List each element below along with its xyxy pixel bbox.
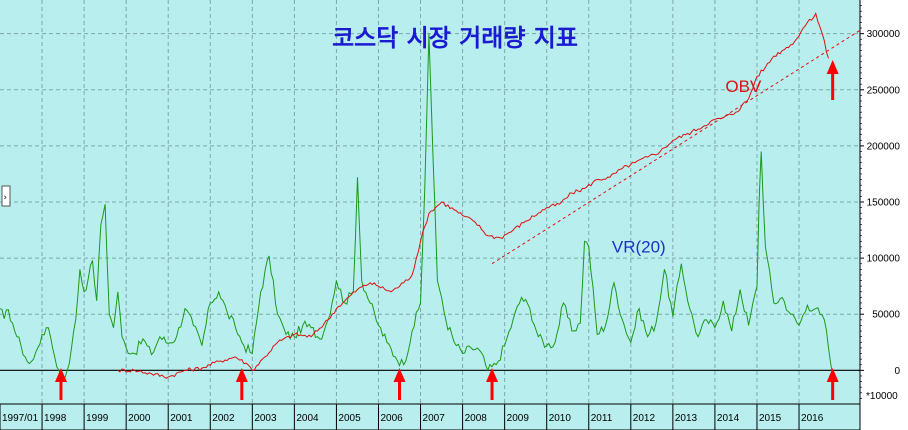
y-tick-label: 150000 [867, 198, 901, 209]
x-tick-label: 2002 [212, 413, 235, 424]
x-tick-label: 1997/01 [2, 413, 39, 424]
side-expand-tab[interactable]: › [1, 185, 11, 207]
up-arrow-icon [826, 60, 839, 100]
x-tick-label: 2010 [549, 413, 572, 424]
x-tick-label: 2009 [507, 413, 530, 424]
up-arrow-icon [826, 368, 839, 400]
chart-title: 코스닥 시장 거래량 지표 [332, 24, 578, 52]
x-tick-label: 2001 [170, 413, 193, 424]
y-tick-label: 200000 [867, 141, 901, 152]
y-tick-label: 250000 [867, 85, 901, 96]
series-layer: OBV VR(20) [0, 12, 861, 381]
obv-trendline [491, 29, 861, 265]
y-tick-label: 50000 [872, 310, 900, 321]
chevron-right-icon: › [4, 193, 8, 203]
x-tick-label: 1999 [86, 413, 109, 424]
arrow-markers [54, 60, 839, 400]
up-arrow-icon [486, 368, 499, 400]
x-tick-label: 1998 [44, 413, 67, 424]
y-tick-label: 300000 [867, 29, 901, 40]
y-tick-label: 100000 [867, 254, 901, 265]
y-axis-panel [860, 0, 908, 430]
up-arrow-icon [393, 368, 406, 400]
y-axis: 0 50000 100000 150000 200000 250000 300000 [859, 0, 908, 430]
x-tick-label: 2016 [801, 413, 824, 424]
series-line-vr20 [0, 33, 834, 381]
series-line-obv [117, 12, 829, 379]
x-tick-label: 2015 [759, 413, 782, 424]
up-arrow-icon [54, 368, 67, 400]
obv-label: OBV [725, 77, 762, 96]
x-tick-label: 2014 [717, 413, 740, 424]
x-tick-label: 2011 [591, 413, 613, 424]
x-tick-label: 2006 [380, 413, 403, 424]
vr20-label: VR(20) [612, 238, 666, 257]
x-tick-label: 2005 [338, 413, 361, 424]
x-tick-label: 2004 [296, 413, 319, 424]
x-tick-label: 2008 [465, 413, 488, 424]
y-scale-label: *10000 [866, 391, 898, 402]
y-tick-label: 0 [894, 366, 900, 377]
x-axis-strip [0, 403, 861, 430]
x-tick-label: 2013 [675, 413, 698, 424]
x-tick-label: 2007 [423, 413, 446, 424]
x-tick-label: 2000 [128, 413, 151, 424]
up-arrow-icon [235, 368, 248, 400]
x-tick-label: 2003 [254, 413, 277, 424]
x-tick-label: 2012 [633, 413, 656, 424]
x-axis-band: 1997/01 1998 1999 2000 2001 2002 2003 2004 2005 2… [0, 403, 861, 430]
